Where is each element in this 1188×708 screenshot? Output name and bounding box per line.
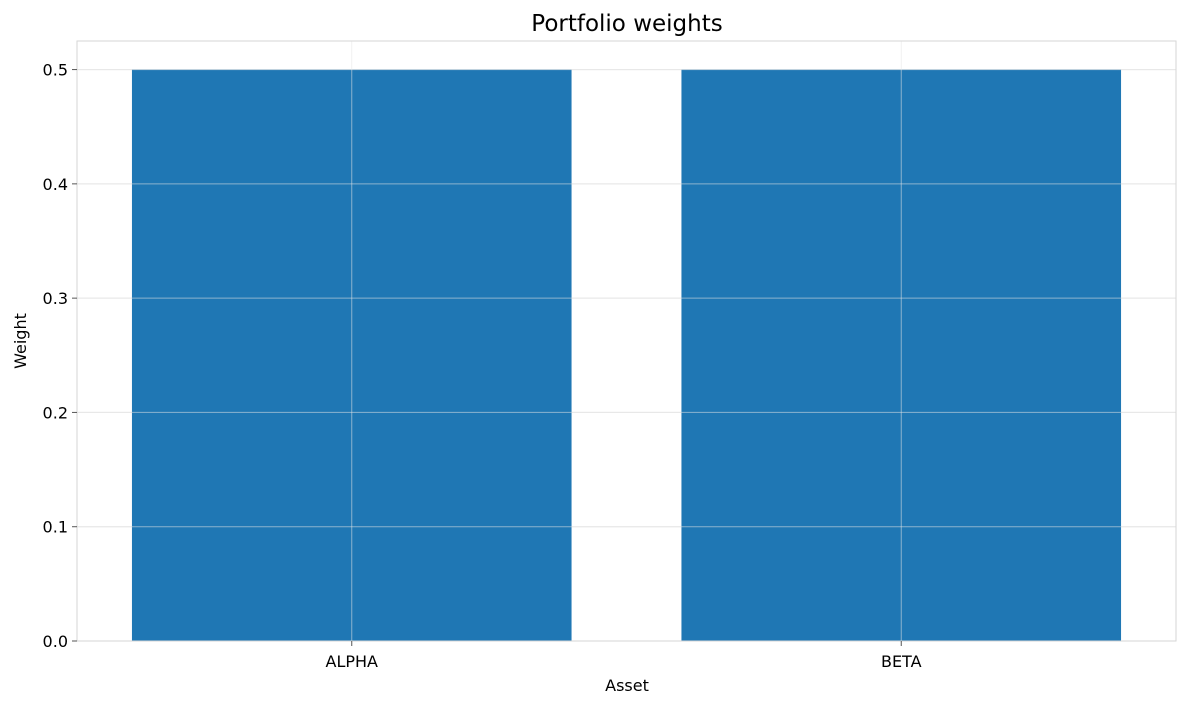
- chart-title: Portfolio weights: [531, 11, 722, 37]
- y-tick-label: 0.4: [43, 175, 68, 194]
- y-axis-label: Weight: [11, 313, 30, 369]
- x-tick-label: BETA: [881, 652, 922, 671]
- y-tick-label: 0.0: [43, 632, 68, 651]
- y-tick-label: 0.3: [43, 289, 68, 308]
- x-tick-label: ALPHA: [326, 652, 379, 671]
- y-tick-label: 0.1: [43, 518, 68, 537]
- axes-frame: [76, 40, 1177, 642]
- plot-area: 0.0 0.1 0.2 0.3 0.4 0.5 ALPHA BETA: [43, 40, 1177, 671]
- y-tick-label: 0.2: [43, 403, 68, 422]
- x-axis-label: Asset: [605, 676, 649, 695]
- y-tick-label: 0.5: [43, 61, 68, 80]
